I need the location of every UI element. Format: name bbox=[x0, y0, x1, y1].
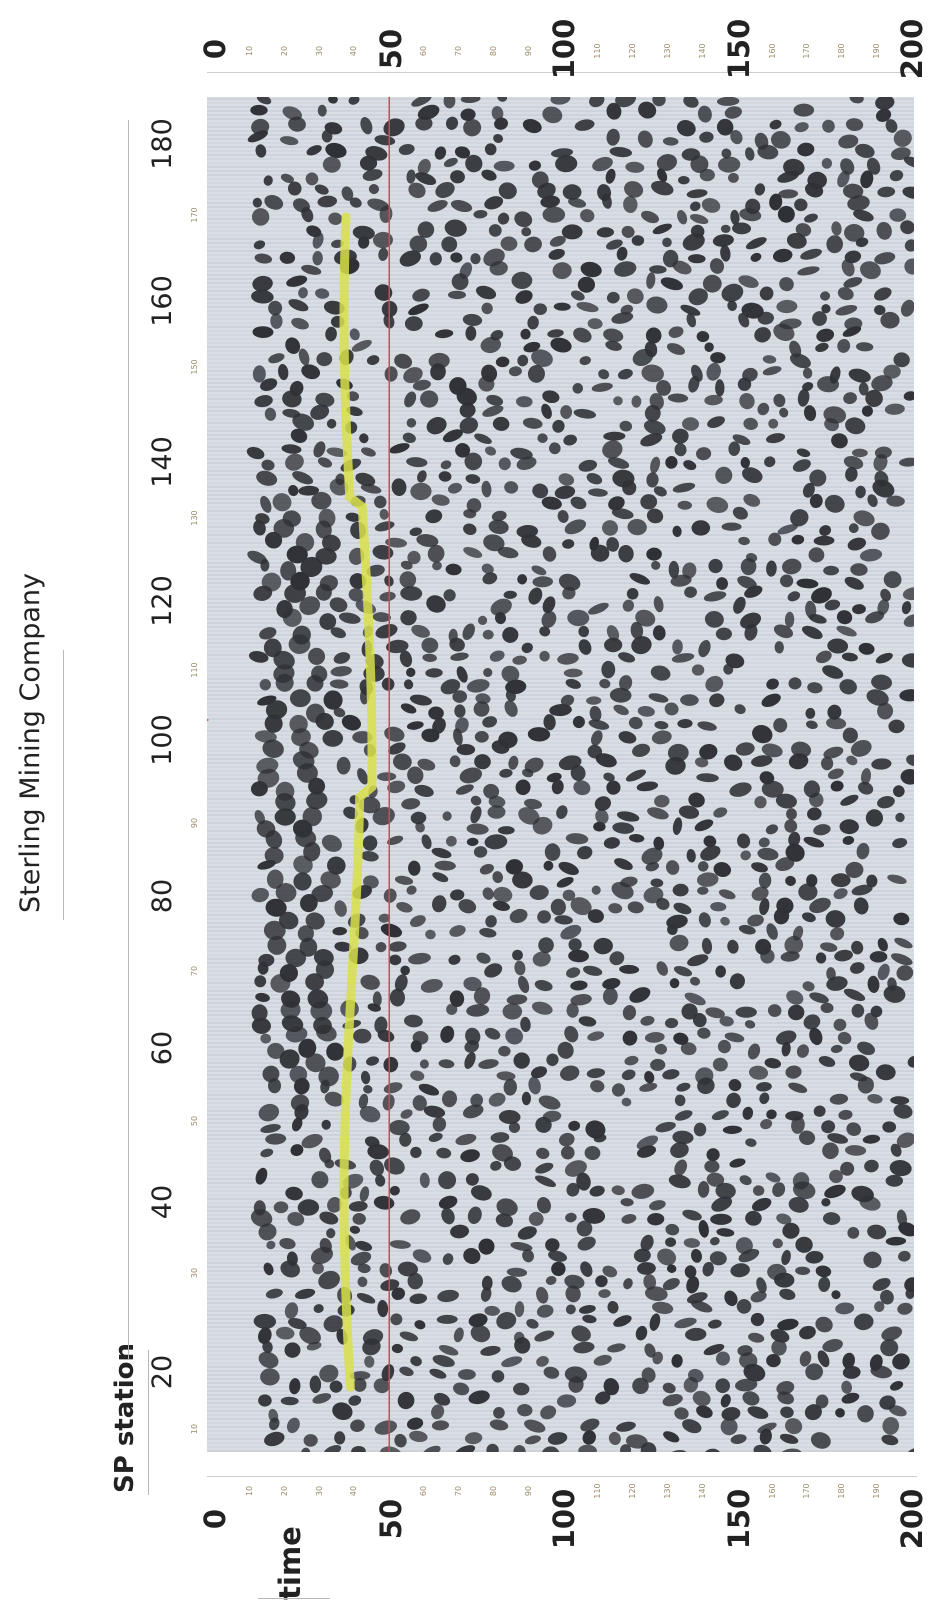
time-minor-label: 90 bbox=[523, 45, 533, 57]
time-label: 150 bbox=[722, 1488, 756, 1550]
time-axis-name-rule bbox=[258, 1598, 330, 1599]
time-label: 100 bbox=[547, 18, 581, 80]
seismic-section bbox=[207, 97, 914, 1452]
time-minor-label: 170 bbox=[802, 1483, 812, 1499]
time-minor-label: 20 bbox=[279, 45, 289, 57]
station-minor-label: 150 bbox=[190, 359, 199, 375]
station-marker bbox=[207, 718, 209, 722]
time-label: 0 bbox=[198, 1508, 232, 1530]
station-label: 100 bbox=[147, 714, 178, 766]
station-minor-label: 130 bbox=[190, 510, 199, 526]
time-minor-label: 120 bbox=[628, 1483, 638, 1499]
station-label: 80 bbox=[147, 878, 178, 914]
time-minor-label: 40 bbox=[349, 1485, 359, 1497]
station-label: 20 bbox=[147, 1354, 178, 1390]
station-minor-label: 10 bbox=[190, 1423, 199, 1435]
station-label: 140 bbox=[147, 436, 178, 488]
time-minor-label: 180 bbox=[837, 1483, 847, 1499]
time-minor-label: 10 bbox=[244, 45, 254, 57]
time-minor-label: 30 bbox=[314, 1485, 324, 1497]
time-label: 100 bbox=[547, 1488, 581, 1550]
station-label: 180 bbox=[147, 118, 178, 170]
station-minor-label: 50 bbox=[190, 1115, 199, 1127]
time-minor-label: 30 bbox=[314, 45, 324, 57]
time-minor-label: 160 bbox=[767, 1483, 777, 1499]
station-minor-label: 30 bbox=[190, 1267, 199, 1279]
time-minor-label: 80 bbox=[488, 1485, 498, 1497]
time-label: 0 bbox=[198, 38, 232, 60]
time-label: 50 bbox=[374, 28, 408, 70]
time-minor-label: 180 bbox=[837, 43, 847, 59]
title-underline bbox=[63, 650, 64, 920]
station-minor-label: 170 bbox=[190, 207, 199, 223]
station-axis-name: SP station bbox=[110, 1343, 140, 1493]
time-minor-label: 190 bbox=[872, 43, 882, 59]
time-minor-label: 170 bbox=[802, 43, 812, 59]
time-minor-label: 90 bbox=[523, 1485, 533, 1497]
time-minor-label: 140 bbox=[697, 43, 707, 59]
picked-horizon bbox=[339, 212, 377, 1392]
time-minor-label: 70 bbox=[453, 1485, 463, 1497]
time-minor-label: 70 bbox=[453, 45, 463, 57]
time-label: 150 bbox=[722, 18, 756, 80]
time-minor-label: 110 bbox=[593, 43, 603, 59]
time-minor-label: 140 bbox=[697, 1483, 707, 1499]
time-label: 200 bbox=[895, 18, 929, 80]
time-minor-label: 160 bbox=[767, 43, 777, 59]
station-labels-rule bbox=[128, 120, 129, 1360]
time-minor-label: 190 bbox=[872, 1483, 882, 1499]
page-title: Sterling Mining Company bbox=[15, 573, 46, 913]
station-label: 60 bbox=[147, 1030, 178, 1066]
station-axis-name-rule bbox=[148, 1350, 149, 1495]
station-minor-label: 70 bbox=[190, 965, 199, 977]
time-label: 200 bbox=[895, 1488, 929, 1550]
time-minor-label: 80 bbox=[488, 45, 498, 57]
time-minor-label: 60 bbox=[419, 45, 429, 57]
seismic-wiggle-plot bbox=[207, 97, 914, 1452]
time-minor-label: 120 bbox=[628, 43, 638, 59]
time-minor-label: 60 bbox=[419, 1485, 429, 1497]
station-label: 40 bbox=[147, 1184, 178, 1220]
time-minor-label: 130 bbox=[663, 43, 673, 59]
bottom-time-axis-line bbox=[207, 1476, 917, 1477]
top-time-axis-line bbox=[207, 72, 917, 73]
time-axis-name: time bbox=[273, 1526, 307, 1600]
station-label: 160 bbox=[147, 275, 178, 327]
time-minor-label: 130 bbox=[663, 1483, 673, 1499]
time-label: 50 bbox=[374, 1498, 408, 1540]
time-minor-label: 110 bbox=[593, 1483, 603, 1499]
station-minor-label: 90 bbox=[190, 817, 199, 829]
time-minor-label: 20 bbox=[279, 1485, 289, 1497]
station-label: 120 bbox=[147, 575, 178, 627]
time-minor-label: 40 bbox=[349, 45, 359, 57]
time-minor-label: 10 bbox=[244, 1485, 254, 1497]
station-minor-label: 110 bbox=[190, 662, 199, 678]
wiggle-fills bbox=[246, 97, 914, 1452]
